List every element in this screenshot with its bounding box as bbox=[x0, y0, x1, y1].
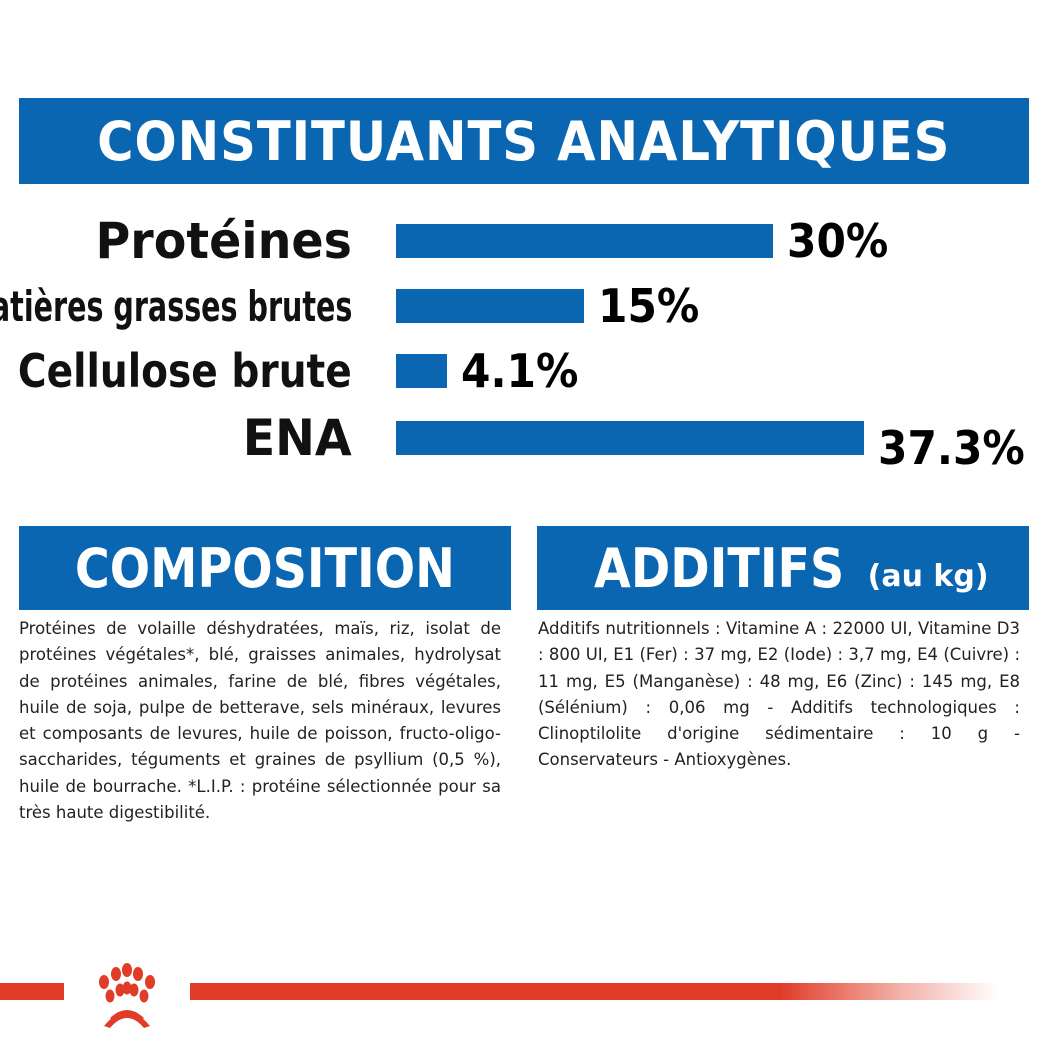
additifs-subtitle: (au kg) bbox=[867, 558, 989, 594]
composition-title: COMPOSITION bbox=[75, 536, 455, 600]
brand-stripe bbox=[0, 983, 1000, 1000]
composition-text: Protéines de volaille déshydratées, maïs… bbox=[19, 619, 501, 823]
analytic-value: 4.1% bbox=[461, 344, 579, 398]
analytic-label: Protéines bbox=[95, 212, 352, 270]
analytic-label: ENA bbox=[243, 409, 352, 467]
analytic-row: ENA 37.3% bbox=[0, 408, 1049, 475]
analytic-bar bbox=[396, 421, 865, 455]
analytic-bar bbox=[396, 354, 448, 388]
analytic-value: 15% bbox=[598, 279, 700, 333]
analytic-row: Matières grasses brutes 15% bbox=[0, 276, 1049, 336]
additifs-text: Additifs nutritionnels : Vitamine A : 22… bbox=[538, 619, 1020, 770]
composition-header: COMPOSITION bbox=[19, 526, 511, 610]
analytic-bar bbox=[396, 224, 773, 258]
royal-canin-crown-icon bbox=[64, 952, 190, 1032]
additifs-header: ADDITIFS (au kg) bbox=[537, 526, 1029, 610]
additifs-title: ADDITIFS bbox=[594, 536, 845, 600]
analytics-header: CONSTITUANTS ANALYTIQUES bbox=[19, 98, 1029, 184]
analytic-row: Protéines 30% bbox=[0, 211, 1049, 271]
analytic-label: Matières grasses brutes bbox=[0, 281, 352, 331]
analytic-row: Cellulose brute 4.1% bbox=[0, 341, 1049, 401]
analytic-value: 37.3% bbox=[878, 421, 1026, 475]
analytic-value: 30% bbox=[786, 214, 889, 268]
analytics-title: CONSTITUANTS ANALYTIQUES bbox=[97, 109, 951, 173]
analytic-label: Cellulose brute bbox=[18, 344, 352, 398]
analytic-bar bbox=[396, 289, 585, 323]
